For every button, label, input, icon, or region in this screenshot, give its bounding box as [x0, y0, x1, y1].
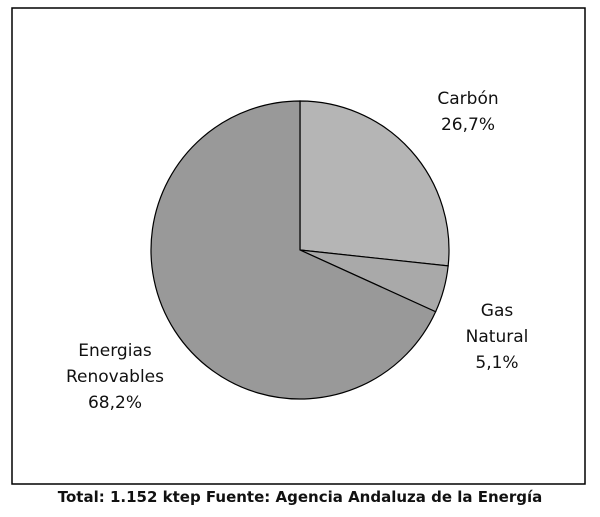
footer: Total: 1.152 ktep Fuente: Agencia Andalu…	[57, 488, 543, 506]
category-label: Energias Renovables	[66, 341, 164, 387]
value-label: 26,7%	[440, 115, 495, 135]
slice-label: Energias Renovables 68,2%	[60, 338, 170, 416]
category-label: Gas Natural	[465, 301, 529, 347]
pie-slice	[150, 100, 437, 400]
slice-label: Gas Natural 5,1%	[457, 298, 537, 376]
value-label: 5,1%	[475, 353, 519, 373]
category-label: Carbón	[437, 89, 499, 109]
value-label: 68,2%	[87, 393, 142, 413]
slice-label: Carbón 26,7%	[418, 86, 518, 138]
pie-slice	[299, 100, 450, 267]
frame	[11, 7, 586, 485]
